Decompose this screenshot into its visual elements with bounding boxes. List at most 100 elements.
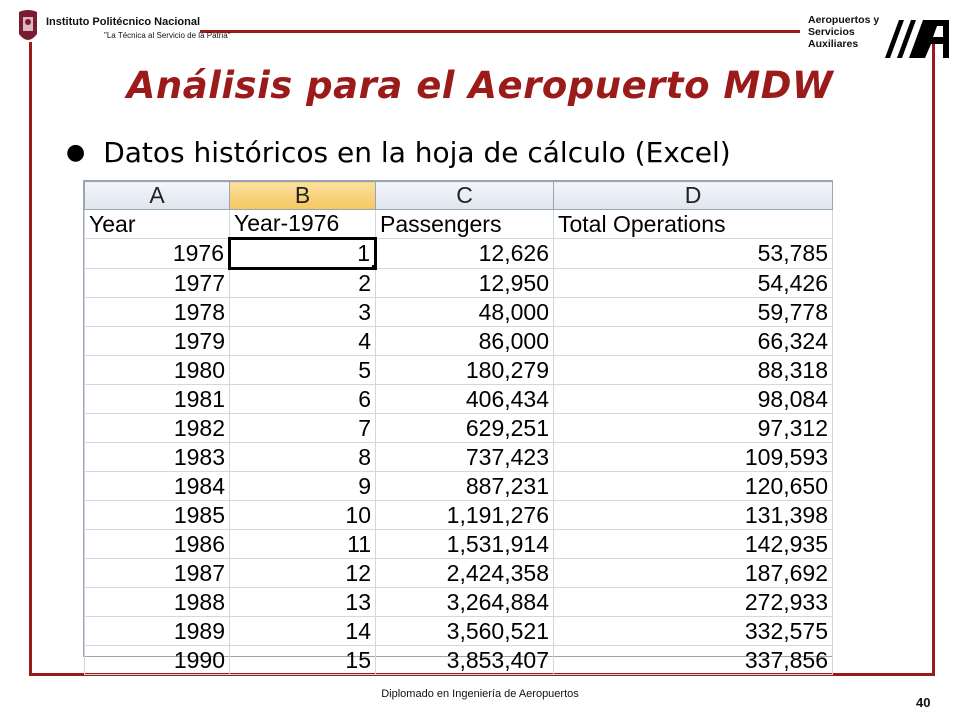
active-cell[interactable]: 1 [228,237,377,270]
cell-year[interactable]: 1982 [84,413,230,443]
ipn-crest-icon [19,10,37,40]
cell-passengers[interactable]: 1,191,276 [375,500,554,530]
cell-passengers[interactable]: 2,424,358 [375,558,554,588]
cell-year[interactable]: 1987 [84,558,230,588]
footer-text: Diplomado en Ingeniería de Aeropuertos [381,688,579,700]
cell-passengers[interactable]: 406,434 [375,384,554,414]
cell-total-operations[interactable]: 332,575 [553,616,833,646]
cell-total-operations[interactable]: 131,398 [553,500,833,530]
cell-year[interactable]: 1977 [84,268,230,298]
table-row: 1982 7 629,251 97,312 [84,413,833,443]
cell-total-operations[interactable]: 97,312 [553,413,833,443]
cell-passengers[interactable]: 3,853,407 [375,645,554,675]
cell-passengers[interactable]: 12,950 [375,268,554,298]
table-row: 1981 6 406,434 98,084 [84,384,833,414]
cell-header-year[interactable]: Year [84,209,230,239]
cell-passengers[interactable]: 48,000 [375,297,554,327]
cell-total-operations[interactable]: 59,778 [553,297,833,327]
cell-year[interactable]: 1983 [84,442,230,472]
cell-header-passengers[interactable]: Passengers [375,209,554,239]
cell-year-offset[interactable]: 10 [229,500,376,530]
cell-year[interactable]: 1988 [84,587,230,617]
spreadsheet: A B C D Year Year-1976 Passengers Total … [83,180,833,675]
cell-total-operations[interactable]: 54,426 [553,268,833,298]
cell-header-year-offset[interactable]: Year-1976 [229,209,376,239]
cell-total-operations[interactable]: 66,324 [553,326,833,356]
cell-total-operations[interactable]: 98,084 [553,384,833,414]
cell-passengers[interactable]: 3,560,521 [375,616,554,646]
table-row: 1986 11 1,531,914 142,935 [84,529,833,559]
cell-year-offset[interactable]: 7 [229,413,376,443]
cell-year-offset[interactable]: 5 [229,355,376,385]
cell-year-offset[interactable]: 6 [229,384,376,414]
cell-year-offset[interactable]: 15 [229,645,376,675]
cell-year-offset[interactable]: 11 [229,529,376,559]
cell-passengers[interactable]: 737,423 [375,442,554,472]
table-row: 1985 10 1,191,276 131,398 [84,500,833,530]
cell-year[interactable]: 1989 [84,616,230,646]
table-row: 1980 5 180,279 88,318 [84,355,833,385]
column-header-b[interactable]: B [229,181,376,210]
cell-year-offset[interactable]: 13 [229,587,376,617]
cell-year[interactable]: 1980 [84,355,230,385]
column-header-a[interactable]: A [84,181,230,210]
cell-year-offset[interactable]: 9 [229,471,376,501]
table-row: 1983 8 737,423 109,593 [84,442,833,472]
asa-name: Aeropuertos y Servicios Auxiliares [808,14,879,50]
cell-year[interactable]: 1976 [84,238,230,269]
cell-total-operations[interactable]: 337,856 [553,645,833,675]
table-row: 1979 4 86,000 66,324 [84,326,833,356]
cell-passengers[interactable]: 629,251 [375,413,554,443]
institution-name: Instituto Politécnico Nacional [46,16,201,28]
asa-line-2: Servicios [808,26,855,38]
cell-total-operations[interactable]: 53,785 [553,238,833,269]
cell-total-operations[interactable]: 272,933 [553,587,833,617]
cell-year-offset[interactable]: 4 [229,326,376,356]
cell-passengers[interactable]: 1,531,914 [375,529,554,559]
cell-total-operations[interactable]: 109,593 [553,442,833,472]
slide-title: Análisis para el Aeropuerto MDW [126,64,834,107]
cell-year-offset[interactable]: 3 [229,297,376,327]
cell-year-offset[interactable]: 14 [229,616,376,646]
cell-year-offset[interactable]: 8 [229,442,376,472]
cell-year-offset[interactable]: 12 [229,558,376,588]
table-row: 1988 13 3,264,884 272,933 [84,587,833,617]
bullet-item: ● Datos históricos en la hoja de cálculo… [66,136,731,169]
cell-passengers[interactable]: 12,626 [375,238,554,269]
cell-total-operations[interactable]: 120,650 [553,471,833,501]
cell-year[interactable]: 1979 [84,326,230,356]
slide-frame [29,42,935,676]
cell-passengers[interactable]: 180,279 [375,355,554,385]
cell-year[interactable]: 1984 [84,471,230,501]
column-header-d[interactable]: D [553,181,833,210]
cell-year[interactable]: 1985 [84,500,230,530]
cell-total-operations[interactable]: 142,935 [553,529,833,559]
cell-passengers[interactable]: 3,264,884 [375,587,554,617]
table-row: 1984 9 887,231 120,650 [84,471,833,501]
cell-year-offset[interactable]: 2 [229,268,376,298]
table-row: 1990 15 3,853,407 337,856 [84,645,833,675]
cell-header-total-operations[interactable]: Total Operations [553,209,833,239]
cell-year[interactable]: 1981 [84,384,230,414]
cell-year[interactable]: 1986 [84,529,230,559]
cell-total-operations[interactable]: 88,318 [553,355,833,385]
bullet-dot-icon: ● [66,140,86,165]
asa-logo-icon [885,20,950,58]
cell-year[interactable]: 1990 [84,645,230,675]
asa-header: Aeropuertos y Servicios Auxiliares [808,14,950,58]
bullet-text: Datos históricos en la hoja de cálculo (… [103,136,731,169]
cell-total-operations[interactable]: 187,692 [553,558,833,588]
asa-line-1: Aeropuertos y [808,14,880,26]
fill-handle[interactable] [371,264,373,266]
institution-motto: "La Técnica al Servicio de la Patria" [104,31,231,40]
cell-year[interactable]: 1978 [84,297,230,327]
column-header-row: A B C D [84,181,833,210]
cell-passengers[interactable]: 887,231 [375,471,554,501]
asa-line-3: Auxiliares [808,38,859,50]
table-row: 1989 14 3,560,521 332,575 [84,616,833,646]
cell-passengers[interactable]: 86,000 [375,326,554,356]
table-row: 1987 12 2,424,358 187,692 [84,558,833,588]
page-number: 40 [916,695,931,710]
ipn-header: Instituto Politécnico Nacional "La Técni… [16,8,230,48]
column-header-c[interactable]: C [375,181,554,210]
